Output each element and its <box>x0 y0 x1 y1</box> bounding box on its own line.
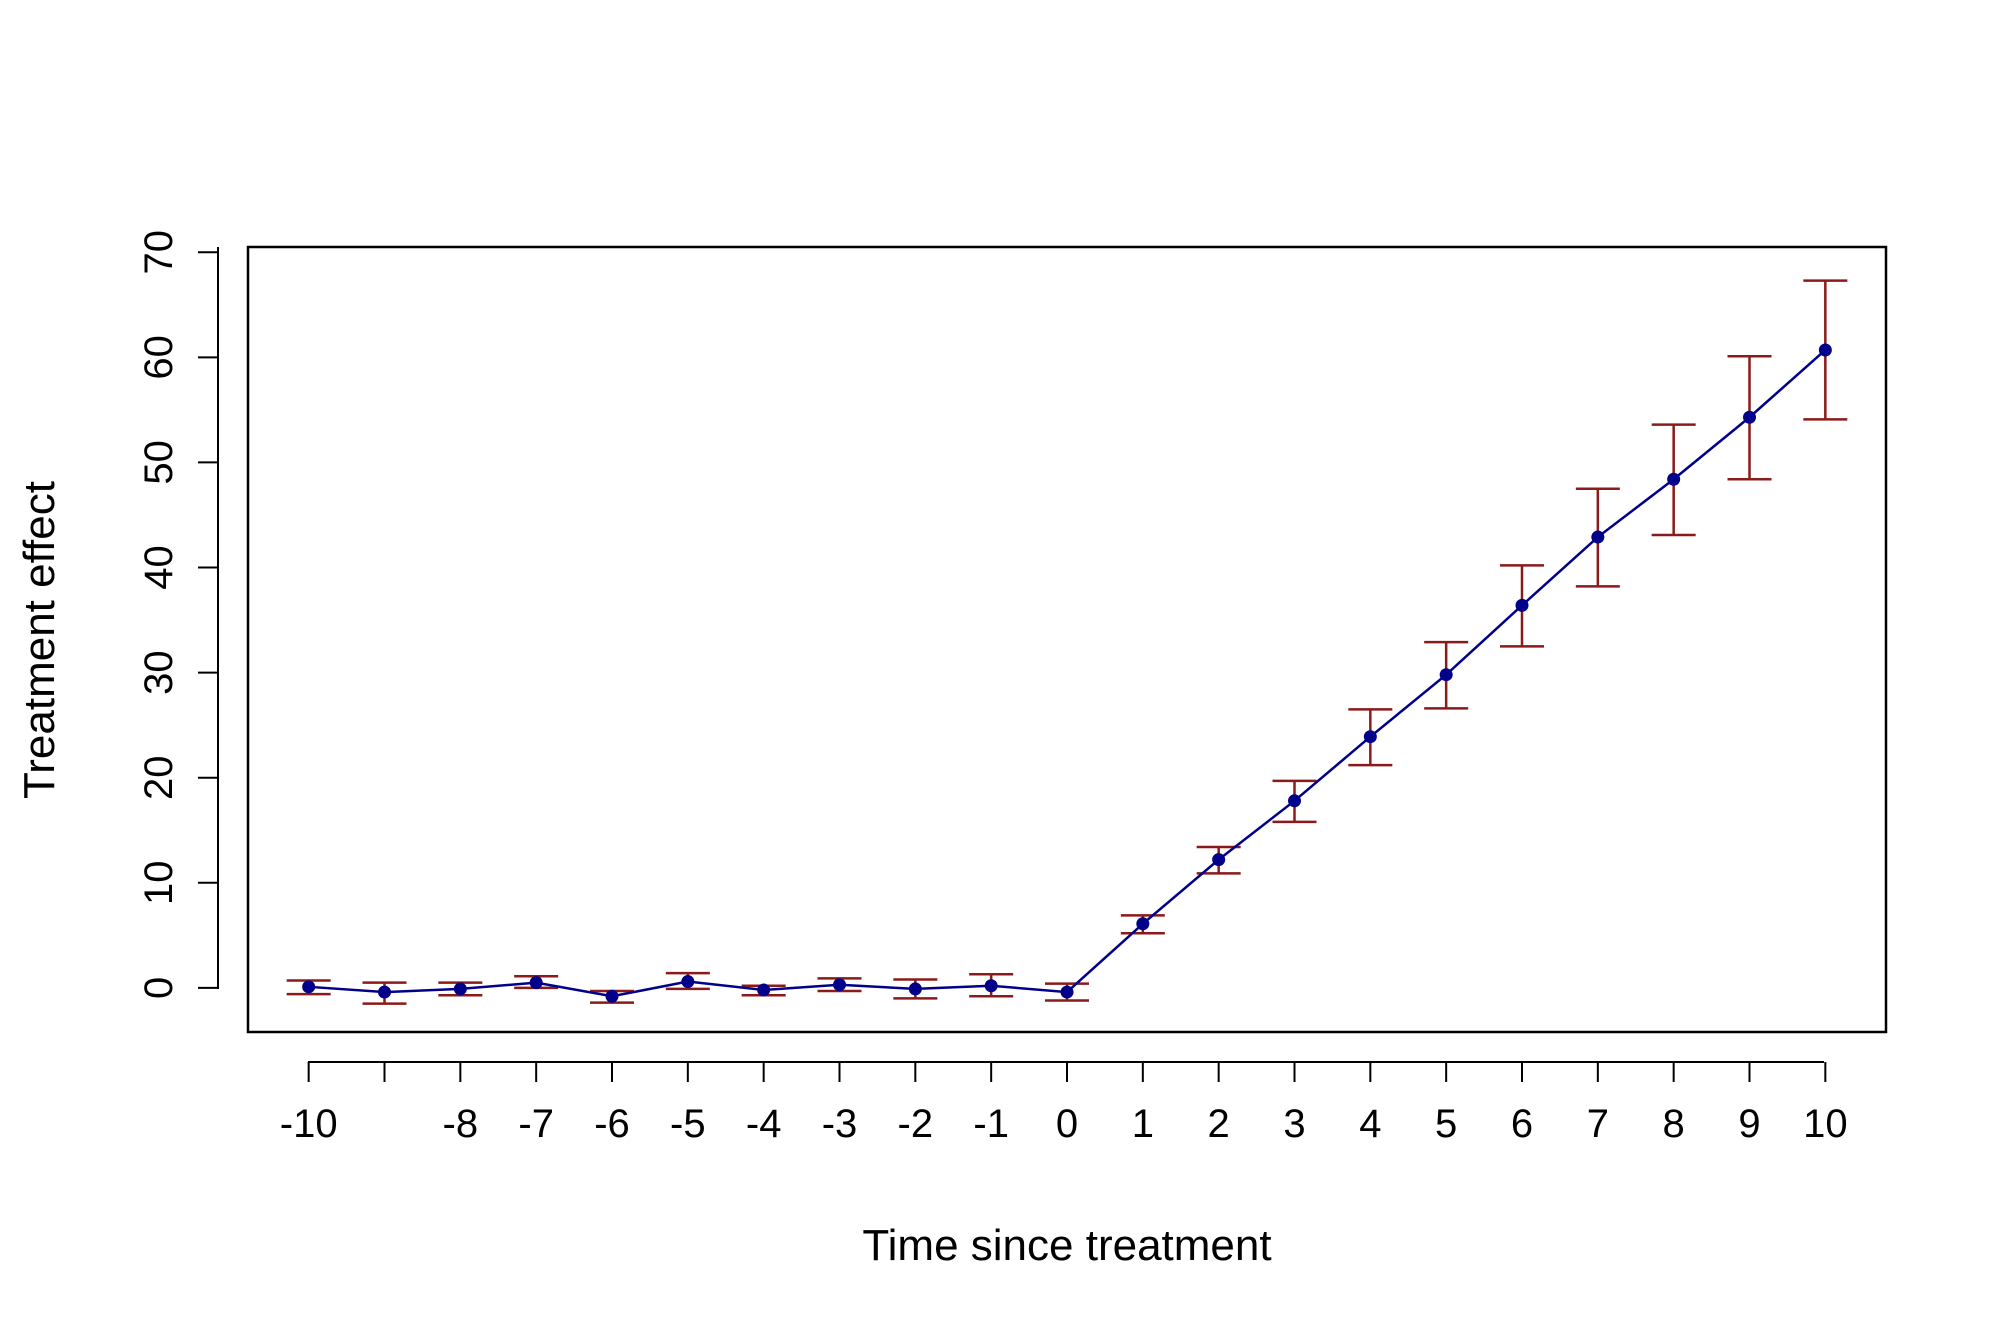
x-axis-label: Time since treatment <box>862 1221 1271 1270</box>
data-point <box>1439 668 1453 682</box>
y-tick-label: 0 <box>137 977 181 999</box>
data-point <box>302 980 316 994</box>
data-point <box>984 979 998 993</box>
x-tick-label: -3 <box>822 1102 858 1146</box>
x-tick-label: 2 <box>1208 1102 1230 1146</box>
x-tick-label: 8 <box>1663 1102 1685 1146</box>
data-point <box>1667 472 1681 486</box>
data-point <box>1743 410 1756 424</box>
y-tick-label: 60 <box>137 335 181 380</box>
data-point <box>1818 343 1832 357</box>
x-tick-label: -1 <box>973 1102 1009 1146</box>
series-line <box>308 349 1827 998</box>
data-point <box>378 985 391 999</box>
y-tick-label: 40 <box>137 545 181 590</box>
data-point <box>1363 730 1377 744</box>
x-tick-label: 10 <box>1803 1102 1848 1146</box>
x-tick-label: -7 <box>518 1102 554 1146</box>
x-tick-label: 9 <box>1738 1102 1760 1146</box>
plot-frame <box>246 245 1888 1034</box>
data-point <box>529 976 543 990</box>
y-axis-label: Treatment effect <box>15 481 64 799</box>
x-tick-label: 4 <box>1359 1102 1381 1146</box>
x-tick-label: -4 <box>746 1102 782 1146</box>
data-point <box>1591 530 1605 544</box>
y-tick-label: 30 <box>137 650 181 695</box>
data-point <box>757 983 771 997</box>
data-point <box>681 975 695 989</box>
data-point <box>1060 985 1074 999</box>
y-tick-label: 70 <box>137 230 181 274</box>
x-tick-label: 5 <box>1435 1102 1457 1146</box>
data-point <box>908 982 922 996</box>
x-tick-label: 0 <box>1056 1102 1078 1146</box>
x-tick-label: -10 <box>280 1102 338 1146</box>
data-point <box>1136 917 1150 931</box>
y-axis: 0 10 20 30 40 50 60 70 <box>137 230 219 999</box>
data-point <box>1288 794 1301 808</box>
x-tick-label: 6 <box>1511 1102 1533 1146</box>
x-tick-label: 1 <box>1132 1102 1154 1146</box>
y-tick-label: 50 <box>137 440 181 485</box>
data-point <box>605 989 619 1003</box>
y-tick-label: 20 <box>137 755 181 800</box>
data-marks <box>286 279 1848 1005</box>
x-tick-label: -6 <box>594 1102 630 1146</box>
x-tick-label: -2 <box>898 1102 934 1146</box>
x-tick-label: 3 <box>1283 1102 1305 1146</box>
data-point <box>1212 853 1226 867</box>
data-point <box>453 982 467 996</box>
x-axis: -10 -8 -7 -6 -5 -4 -3 -2 -1 0 1 2 3 4 5 6 7 8 9 10 <box>280 1061 1848 1146</box>
x-tick-label: -8 <box>443 1102 479 1146</box>
x-tick-label: 7 <box>1587 1102 1609 1146</box>
y-tick-label: 10 <box>137 861 181 906</box>
x-tick-label: -5 <box>670 1102 706 1146</box>
data-point <box>833 978 846 992</box>
data-point <box>1515 598 1529 612</box>
